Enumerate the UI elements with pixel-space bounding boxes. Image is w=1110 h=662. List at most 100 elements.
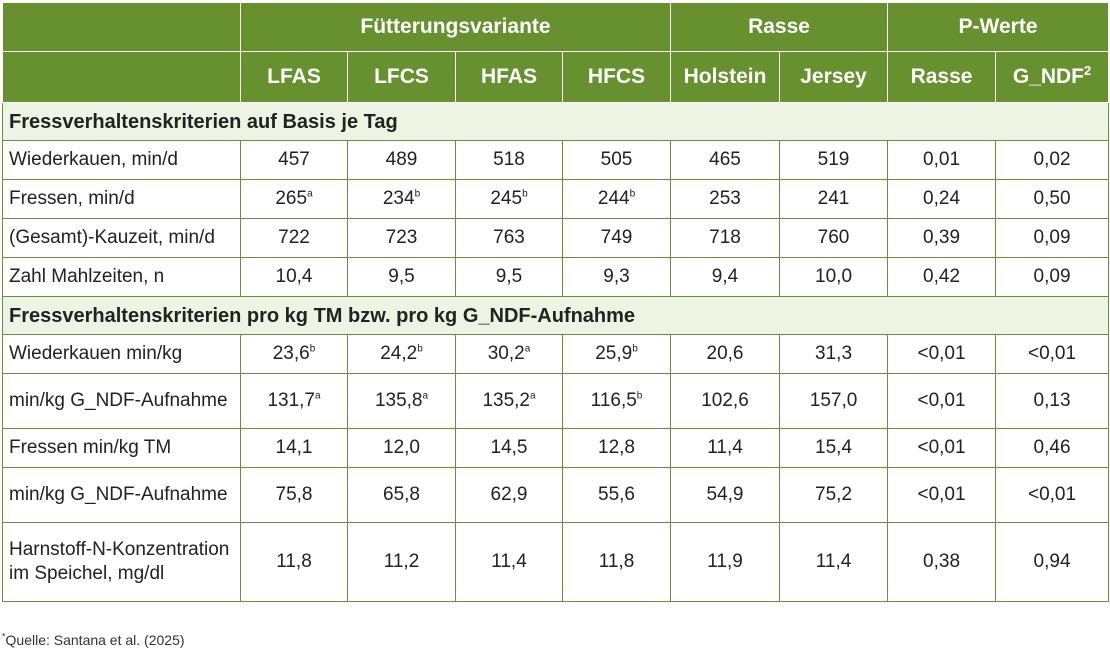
table-cell: <0,01 xyxy=(887,467,997,523)
cell-value: 0,46 xyxy=(1033,437,1071,458)
cell-value: <0,01 xyxy=(917,343,966,364)
table-cell: <0,01 xyxy=(995,467,1110,523)
table-cell: 30,2a xyxy=(455,334,563,374)
table-cell: 23,6b xyxy=(240,334,348,374)
cell-superscript: a xyxy=(529,390,536,402)
col-header-holstein: Holstein xyxy=(670,51,781,103)
table-cell: 10,4 xyxy=(240,257,348,297)
table-cell: 0,13 xyxy=(995,373,1110,429)
cell-value: 0,09 xyxy=(1033,227,1071,248)
table-cell: 9,3 xyxy=(561,257,672,297)
cell-superscript: b xyxy=(632,343,638,355)
table-cell: 518 xyxy=(455,140,563,180)
cell-value: 0,02 xyxy=(1033,149,1071,170)
cell-value: 244 xyxy=(597,188,630,209)
cell-value: 0,42 xyxy=(923,266,961,287)
footnote-mark: * xyxy=(2,631,6,642)
cell-value: 23,6 xyxy=(272,343,310,364)
cell-value: 14,1 xyxy=(275,437,313,458)
cell-value: 11,4 xyxy=(707,437,743,458)
row-label: Wiederkauen min/kg xyxy=(2,334,241,374)
cell-value: 31,3 xyxy=(815,343,853,364)
cell-value: 12,8 xyxy=(598,437,635,458)
table-cell: 519 xyxy=(779,140,889,180)
table-cell: 245b xyxy=(455,179,563,219)
col-header-p-gndf-label: G_NDF xyxy=(1012,65,1084,88)
table-cell: 244b xyxy=(561,179,672,219)
header-corner-2 xyxy=(2,51,241,103)
table-cell: 722 xyxy=(240,218,348,258)
table-cell: 457 xyxy=(240,140,348,180)
row-label: Zahl Mahlzeiten, n xyxy=(2,257,241,297)
cell-value: <0,01 xyxy=(917,484,966,505)
table-cell: 11,4 xyxy=(670,428,781,468)
table-cell: 75,2 xyxy=(779,467,889,523)
table-cell: 12,8 xyxy=(561,428,672,468)
cell-value: 0,38 xyxy=(923,551,961,572)
table-cell: 760 xyxy=(779,218,889,258)
table-cell: 11,4 xyxy=(779,522,889,602)
cell-superscript: b xyxy=(522,188,528,200)
cell-value: 55,6 xyxy=(598,484,635,505)
table-cell: 718 xyxy=(670,218,781,258)
table-cell: <0,01 xyxy=(995,334,1110,374)
table-cell: 11,8 xyxy=(240,522,348,602)
cell-value: 245 xyxy=(490,188,523,209)
cell-value: 116,5 xyxy=(590,390,637,411)
cell-superscript: a xyxy=(524,343,531,355)
col-header-lfcs: LFCS xyxy=(347,51,456,103)
cell-superscript: b xyxy=(629,188,636,200)
row-label: (Gesamt)-Kauzeit, min/d xyxy=(2,218,241,258)
table-cell: 0,42 xyxy=(887,257,997,297)
table-cell: 9,5 xyxy=(347,257,456,297)
cell-value: 519 xyxy=(817,149,850,170)
table-cell: 14,1 xyxy=(240,428,348,468)
cell-value: 62,9 xyxy=(490,484,528,505)
row-label: Fressen, min/d xyxy=(2,179,241,219)
cell-value: 11,4 xyxy=(815,551,852,572)
col-header-p-rasse: Rasse xyxy=(887,51,997,103)
cell-value: 718 xyxy=(709,227,741,248)
cell-value: 723 xyxy=(385,227,418,248)
table-row: Wiederkauen min/kg 23,6b 24,2b 30,2a 25,9b 20… xyxy=(2,334,1110,374)
cell-value: 10,4 xyxy=(275,266,313,287)
table-cell: 135,8a xyxy=(347,373,456,429)
cell-value: 157,0 xyxy=(809,390,858,411)
cell-value: 234 xyxy=(382,188,415,209)
cell-value: 505 xyxy=(600,149,633,170)
col-header-jersey: Jersey xyxy=(779,51,889,103)
table-cell: 763 xyxy=(455,218,563,258)
cell-superscript: b xyxy=(417,343,423,355)
header-corner xyxy=(2,2,241,52)
cell-value: 0,39 xyxy=(923,227,961,248)
col-header-hfas: HFAS xyxy=(455,51,563,103)
table-cell: <0,01 xyxy=(887,373,997,429)
table-cell: 489 xyxy=(347,140,456,180)
table-row: (Gesamt)-Kauzeit, min/d 722 723 763 749 718 76… xyxy=(2,218,1110,258)
section-header-row: Fressverhaltenskriterien auf Basis je Ta… xyxy=(1,102,1110,141)
cell-value: 30,2 xyxy=(487,343,525,364)
group-header-fuetterung: Fütterungsvariante xyxy=(239,2,672,52)
row-label: Wiederkauen, min/d xyxy=(2,140,241,180)
table-cell: 749 xyxy=(561,218,672,258)
cell-value: 9,4 xyxy=(711,266,739,287)
table-cell: 131,7a xyxy=(240,373,348,429)
table-row: min/kg G_NDF-Aufnahme 131,7a 135,8a 135,2a 1… xyxy=(2,373,1110,429)
row-label: min/kg G_NDF-Aufnahme xyxy=(2,467,241,523)
cell-value: 135,2 xyxy=(482,390,530,411)
table-cell: 25,9b xyxy=(561,334,672,374)
footnote-text: Quelle: Santana et al. (2025) xyxy=(5,632,185,648)
table-cell: 0,50 xyxy=(995,179,1110,219)
table-cell: 12,0 xyxy=(347,428,456,468)
table-cell: 465 xyxy=(670,140,781,180)
cell-value: 9,5 xyxy=(495,266,523,287)
cell-value: 0,01 xyxy=(923,149,961,170)
cell-value: 11,9 xyxy=(707,551,743,572)
table-cell: 9,5 xyxy=(455,257,563,297)
table-cell: 54,9 xyxy=(670,467,781,523)
table-cell: 505 xyxy=(561,140,672,180)
table-cell: 102,6 xyxy=(670,373,781,429)
cell-value: 65,8 xyxy=(383,484,420,505)
cell-superscript: b xyxy=(414,188,421,200)
group-header-rasse: Rasse xyxy=(670,2,889,52)
